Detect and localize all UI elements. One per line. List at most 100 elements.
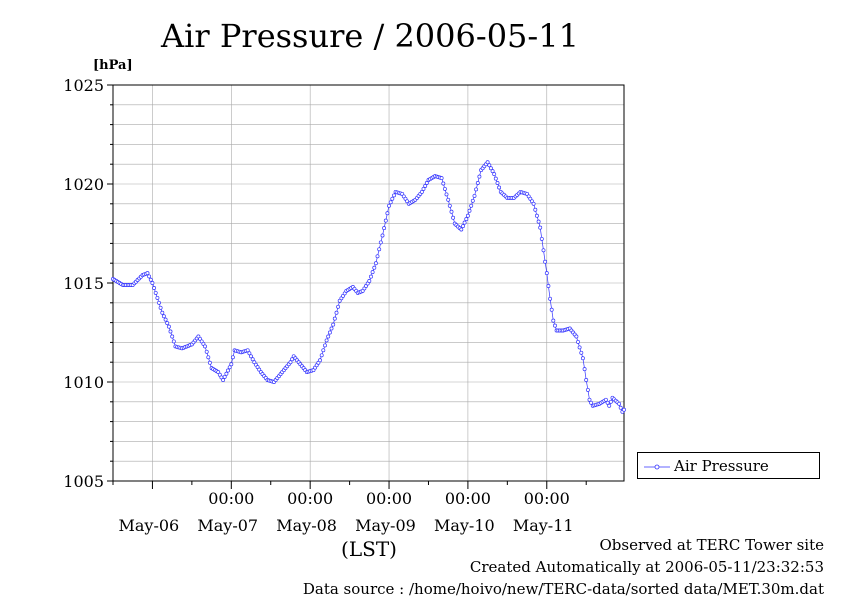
data-point <box>206 355 211 360</box>
y-tick-label: 1025 <box>63 76 104 95</box>
data-point <box>553 323 557 328</box>
y-tick-label: 1020 <box>63 175 104 194</box>
data-point <box>390 196 395 201</box>
x-date-label: May-06 <box>119 516 180 535</box>
x-time-label: 00:00 <box>524 489 570 508</box>
data-point <box>318 358 322 363</box>
data-point <box>230 355 235 360</box>
x-date-label: May-07 <box>197 516 258 535</box>
data-point <box>372 265 377 270</box>
data-point <box>446 197 451 202</box>
chart-title: Air Pressure / 2006-05-11 <box>160 17 579 55</box>
x-time-label: 00:00 <box>445 489 491 508</box>
data-point <box>288 360 293 365</box>
data-point <box>587 397 592 402</box>
footer-observed: Observed at TERC Tower site <box>599 536 824 554</box>
data-point <box>207 360 212 365</box>
y-tick-label: 1015 <box>63 274 104 293</box>
data-point <box>607 403 612 408</box>
data-point <box>622 407 626 412</box>
data-point <box>605 400 610 405</box>
data-point <box>227 365 232 370</box>
data-point <box>171 339 176 344</box>
x-time-label: 00:00 <box>287 489 333 508</box>
data-point <box>608 399 613 404</box>
data-point <box>603 397 608 402</box>
data-point <box>544 271 549 276</box>
x-date-label: May-11 <box>513 516 574 535</box>
x-date-label: May-08 <box>276 516 337 535</box>
data-point <box>332 316 337 321</box>
data-point <box>370 270 375 275</box>
data-point <box>290 357 295 362</box>
data-point <box>327 330 332 335</box>
data-point <box>474 187 479 192</box>
legend-label: Air Pressure <box>674 457 769 475</box>
data-point <box>336 304 341 309</box>
y-tick-label: 1005 <box>63 472 104 491</box>
legend: Air Pressure <box>637 452 820 479</box>
data-point <box>461 224 465 229</box>
data-point <box>543 259 548 264</box>
data-point <box>574 334 579 339</box>
data-point <box>536 219 541 224</box>
data-point <box>531 201 536 206</box>
data-point <box>369 274 373 279</box>
data-point <box>329 326 334 331</box>
x-date-label: May-10 <box>434 516 495 535</box>
footer-created: Created Automatically at 2006-05-11/23:3… <box>469 558 824 576</box>
series-points-air-pressure <box>111 160 626 414</box>
data-point <box>617 401 622 406</box>
data-point <box>380 233 385 238</box>
data-point <box>493 176 498 181</box>
data-point <box>459 227 464 232</box>
data-point <box>439 176 444 181</box>
data-point <box>153 290 158 295</box>
data-point <box>444 192 449 197</box>
data-point <box>147 274 152 279</box>
data-point <box>392 193 396 198</box>
data-point <box>465 213 470 218</box>
data-point <box>150 281 155 285</box>
data-point <box>441 181 446 186</box>
x-time-label: 00:00 <box>208 489 254 508</box>
footer-source: Data source : /home/hoivo/new/TERC-data/… <box>302 580 824 598</box>
data-point <box>538 225 543 230</box>
data-point <box>387 203 391 208</box>
data-point <box>145 271 150 276</box>
data-point <box>168 329 173 334</box>
data-point <box>377 247 382 252</box>
data-point <box>155 295 160 300</box>
data-point <box>324 338 329 343</box>
data-point <box>222 374 227 379</box>
data-point <box>161 314 166 319</box>
data-point <box>548 296 553 301</box>
data-point <box>449 209 454 214</box>
legend-swatch <box>644 464 670 470</box>
data-point <box>577 345 582 350</box>
data-point <box>589 400 594 405</box>
data-point <box>451 215 456 220</box>
data-point <box>533 207 538 212</box>
data-point <box>442 186 447 191</box>
data-point <box>472 193 477 198</box>
data-point <box>585 387 590 392</box>
data-point <box>229 362 234 367</box>
data-point <box>334 310 339 315</box>
data-point <box>249 354 253 359</box>
data-point <box>424 181 429 185</box>
data-point <box>160 310 165 315</box>
data-point <box>582 367 587 372</box>
data-point <box>375 254 380 259</box>
data-point <box>382 226 387 231</box>
data-point <box>385 211 390 216</box>
data-point <box>373 261 378 266</box>
data-point <box>539 236 544 241</box>
data-point <box>323 343 327 348</box>
data-point <box>421 186 426 191</box>
data-point <box>204 349 209 354</box>
data-point <box>477 174 482 179</box>
data-point <box>490 169 495 174</box>
data-point <box>148 277 153 282</box>
